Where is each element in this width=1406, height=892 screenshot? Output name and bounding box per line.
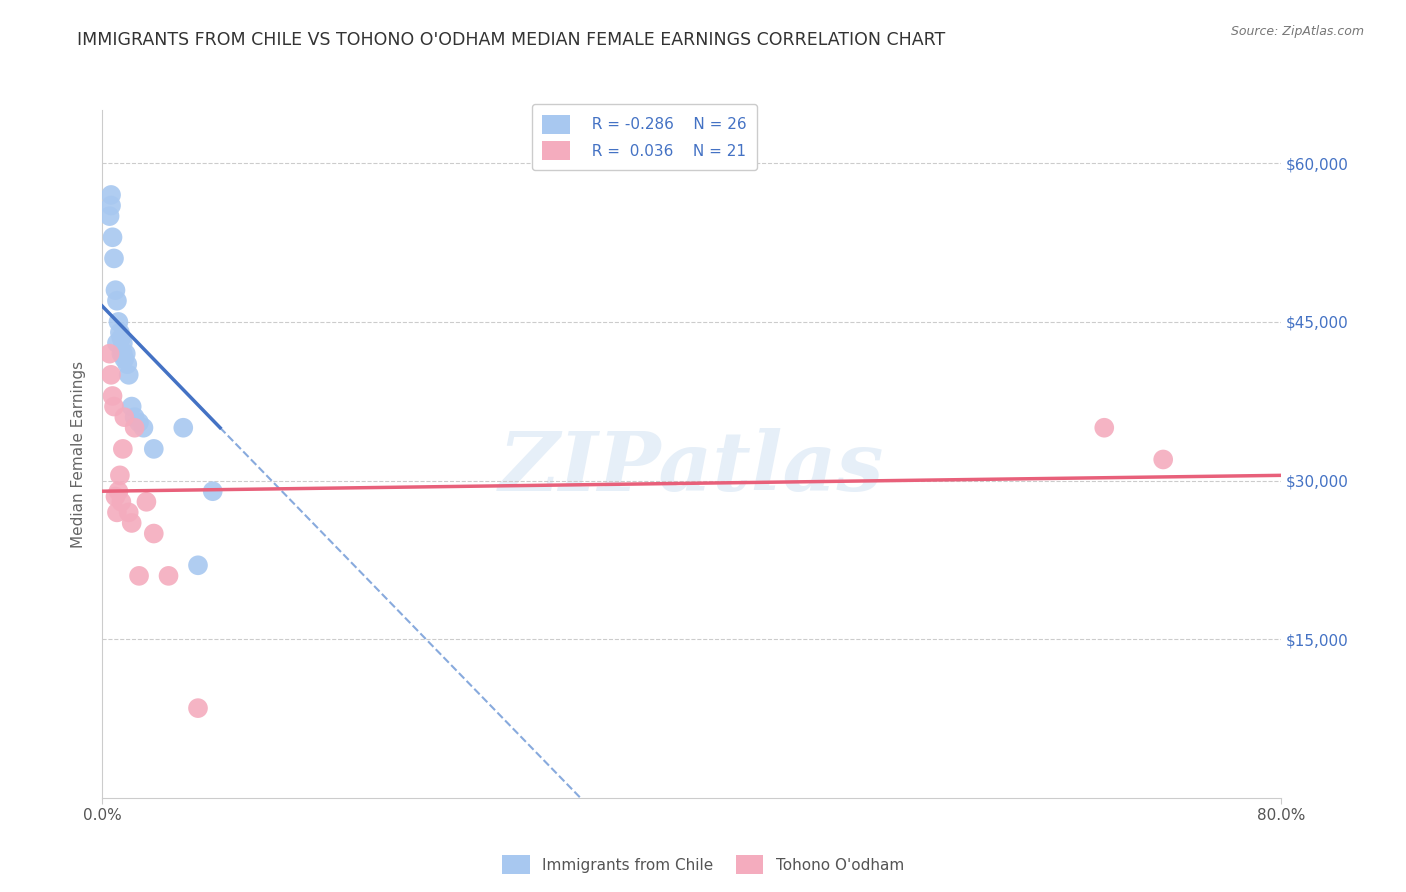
Point [187,558,209,573]
Y-axis label: Median Female Earnings: Median Female Earnings [72,360,86,548]
Point [1092,421,1115,435]
Point [105,336,128,351]
Point [108,468,131,483]
Point [117,357,139,371]
Point [110,331,132,345]
Point [112,410,135,425]
Point [121,516,143,530]
Point [1152,452,1174,467]
Point [105,293,128,308]
Text: Source: ZipAtlas.com: Source: ZipAtlas.com [1230,25,1364,38]
Point [124,410,146,425]
Point [107,315,129,329]
Point [107,484,129,499]
Point [101,230,124,244]
Point [121,400,143,414]
Point [98,346,121,360]
Point [128,569,150,583]
Point [132,421,155,435]
Point [112,351,135,366]
Point [108,326,131,340]
Point [142,526,165,541]
Point [142,442,165,456]
Point [104,490,127,504]
Legend: Immigrants from Chile, Tohono O'odham: Immigrants from Chile, Tohono O'odham [496,849,910,880]
Point [124,421,146,435]
Point [201,484,224,499]
Text: IMMIGRANTS FROM CHILE VS TOHONO O'ODHAM MEDIAN FEMALE EARNINGS CORRELATION CHART: IMMIGRANTS FROM CHILE VS TOHONO O'ODHAM … [77,31,946,49]
Legend:   R = -0.286    N = 26,   R =  0.036    N = 21: R = -0.286 N = 26, R = 0.036 N = 21 [531,104,758,170]
Point [98,209,121,223]
Point [135,495,157,509]
Point [100,188,122,202]
Point [104,283,127,297]
Point [100,368,122,382]
Point [101,389,124,403]
Point [105,505,128,519]
Point [128,416,150,430]
Point [110,346,132,360]
Point [118,368,141,382]
Point [110,495,132,509]
Point [157,569,180,583]
Point [103,400,125,414]
Point [187,701,209,715]
Point [111,336,134,351]
Text: ZIPatlas: ZIPatlas [499,428,884,508]
Point [114,346,136,360]
Point [103,252,125,266]
Point [111,442,134,456]
Point [118,505,141,519]
Point [172,421,194,435]
Point [100,198,122,212]
Point [111,346,134,360]
